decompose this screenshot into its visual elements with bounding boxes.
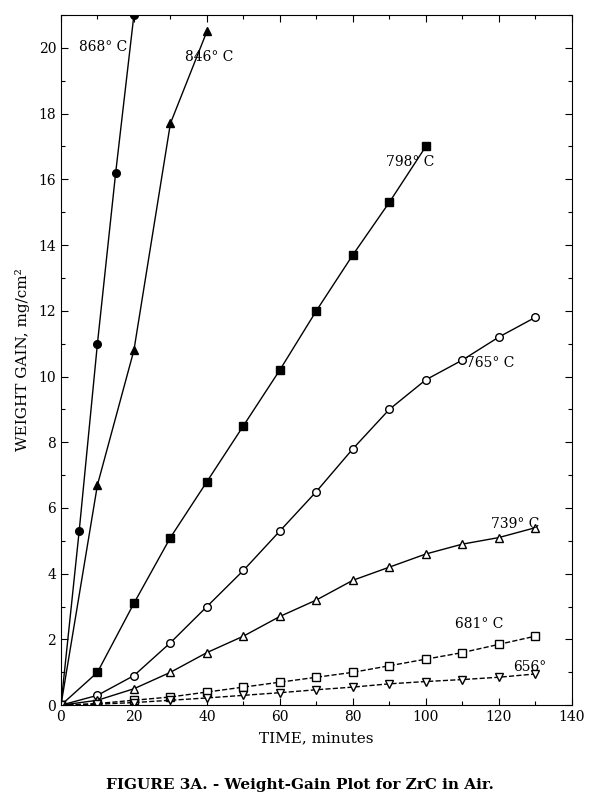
Text: 656°: 656° — [514, 660, 547, 674]
Text: FIGURE 3A. - Weight-Gain Plot for ZrC in Air.: FIGURE 3A. - Weight-Gain Plot for ZrC in… — [106, 778, 494, 792]
Y-axis label: WEIGHT GAIN, mg/cm²: WEIGHT GAIN, mg/cm² — [15, 269, 30, 451]
Text: 739° C: 739° C — [491, 517, 540, 531]
Text: 798° C: 798° C — [386, 155, 434, 170]
Text: 868° C: 868° C — [79, 41, 127, 54]
Text: 681° C: 681° C — [455, 618, 503, 631]
Text: 846° C: 846° C — [185, 50, 233, 64]
X-axis label: TIME, minutes: TIME, minutes — [259, 731, 374, 745]
Text: 765° C: 765° C — [466, 356, 514, 370]
